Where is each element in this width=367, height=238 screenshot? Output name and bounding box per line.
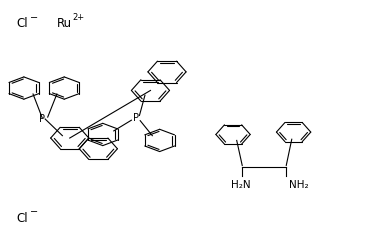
- Text: −: −: [30, 207, 38, 217]
- Text: −: −: [30, 13, 38, 23]
- Text: P: P: [39, 114, 45, 124]
- Text: Cl: Cl: [17, 17, 28, 30]
- Text: P: P: [133, 113, 139, 123]
- Text: H₂N: H₂N: [230, 180, 250, 190]
- Text: 2+: 2+: [73, 13, 85, 22]
- Text: Cl: Cl: [17, 213, 28, 225]
- Text: Ru: Ru: [57, 17, 72, 30]
- Text: NH₂: NH₂: [289, 180, 309, 190]
